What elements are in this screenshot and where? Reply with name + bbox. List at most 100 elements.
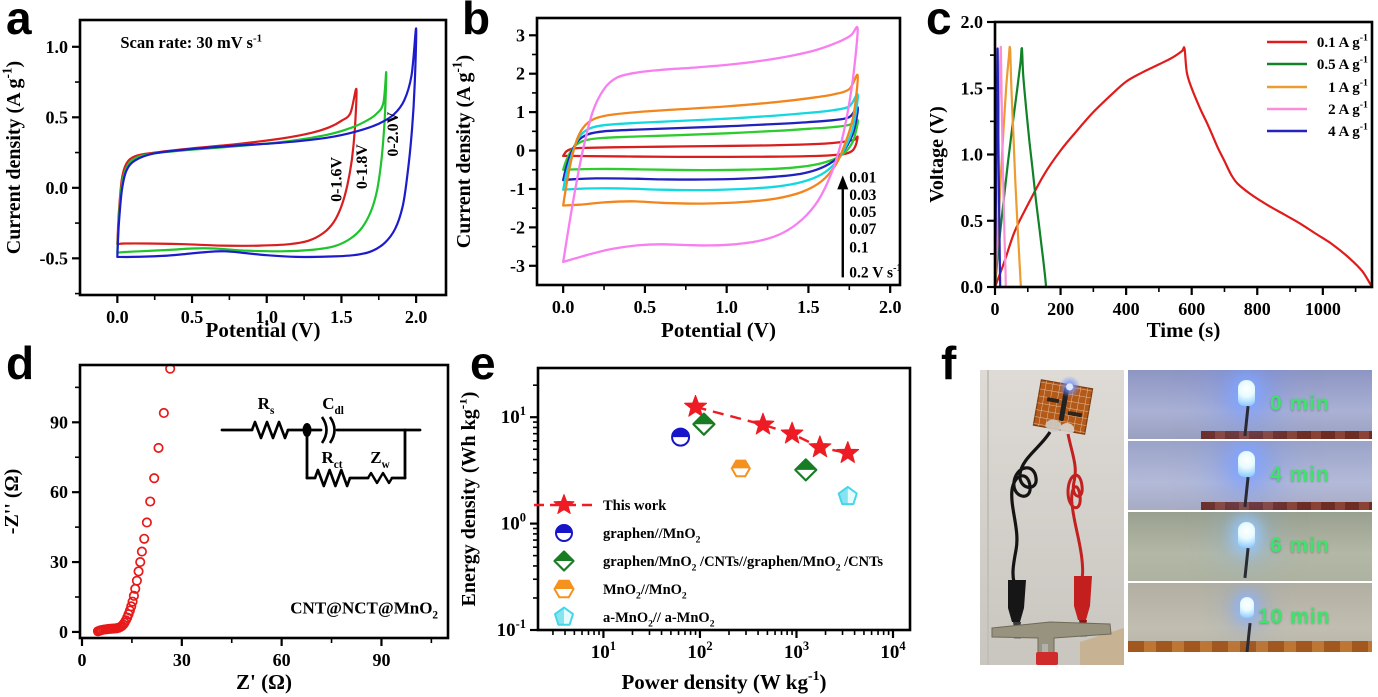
svg-text:0: 0 xyxy=(59,622,68,642)
panel-d-letter: d xyxy=(6,337,35,389)
svg-text:600: 600 xyxy=(1178,299,1205,319)
svg-text:Potential (V): Potential (V) xyxy=(206,318,321,342)
svg-text:0-2.0V: 0-2.0V xyxy=(385,111,402,156)
svg-text:0.07: 0.07 xyxy=(849,221,876,238)
cv-scan-rate-chart: 0.0 0.5 1.0 1.5 2.0 -3 -2 -1 0 1 2 3 Potential (V) Cu… xyxy=(450,0,930,350)
svg-text:0.0: 0.0 xyxy=(552,297,575,317)
svg-text:1.5: 1.5 xyxy=(961,78,984,98)
chart-d-svg: 0 30 60 90 0 30 60 90 Z' (Ω) -Z'' (Ω) CNT@NCT@MnO2… xyxy=(1,363,450,694)
panel-b-letter: b xyxy=(462,0,491,44)
led-photo-strip: 0 min 4 min 6 min 10 min xyxy=(1128,370,1372,654)
svg-text:0.5: 0.5 xyxy=(634,297,657,317)
svg-text:0.0: 0.0 xyxy=(961,277,984,297)
nyquist-chart: 0 30 60 90 0 30 60 90 Z' (Ω) -Z'' (Ω) CNT@NCT@MnO2… xyxy=(0,345,460,697)
pcb-board xyxy=(1032,375,1094,436)
panel-d: 0 30 60 90 0 30 60 90 Z' (Ω) -Z'' (Ω) CNT@NCT@MnO2… xyxy=(0,338,460,697)
svg-text:2.0: 2.0 xyxy=(879,297,902,317)
led-photo-frame: 6 min xyxy=(1128,512,1372,581)
svg-text:0: 0 xyxy=(991,299,1000,319)
svg-text:0: 0 xyxy=(77,650,86,670)
svg-text:0: 0 xyxy=(516,141,525,161)
svg-text:-1: -1 xyxy=(510,179,525,199)
device-photo-art xyxy=(980,370,1124,665)
panel-e-letter: e xyxy=(470,337,496,389)
svg-text:0.1 A g-1: 0.1 A g-1 xyxy=(1317,33,1368,51)
svg-text:200: 200 xyxy=(1047,299,1074,319)
svg-text:0.5: 0.5 xyxy=(961,211,984,231)
svg-text:graphen/MnO2 /CNTs//graphen/Mn: graphen/MnO2 /CNTs//graphen/MnO2 /CNTs xyxy=(603,554,883,573)
svg-text:1.0: 1.0 xyxy=(255,307,278,327)
svg-text:-Z'' (Ω): -Z'' (Ω) xyxy=(1,469,23,534)
svg-text:Power density (W kg-1): Power density (W kg-1) xyxy=(621,669,826,694)
row-top: 0.0 0.5 1.0 1.5 2.0 -0.5 0.0 0.5 1.0 Potential (V… xyxy=(0,0,1378,345)
svg-text:30: 30 xyxy=(50,552,68,572)
svg-text:60: 60 xyxy=(273,650,291,670)
svg-text:1.5: 1.5 xyxy=(330,307,353,327)
svg-text:1.5: 1.5 xyxy=(797,297,820,317)
svg-text:2 A g-1: 2 A g-1 xyxy=(1328,100,1368,118)
svg-text:MnO2//MnO2: MnO2//MnO2 xyxy=(603,582,687,601)
led-light xyxy=(1240,597,1254,618)
led-time-label: 0 min xyxy=(1270,392,1330,415)
led-photo-frame: 10 min xyxy=(1128,583,1372,652)
gcd-chart: 0 200 400 600 800 1000 0.0 0.5 1.0 1.5 2.0 Time (s)… xyxy=(926,0,1378,350)
svg-text:Current density (A g-1): Current density (A g-1) xyxy=(450,55,475,248)
svg-text:30: 30 xyxy=(173,650,191,670)
svg-text:Scan rate: 30 mV s-1: Scan rate: 30 mV s-1 xyxy=(120,32,262,52)
svg-text:90: 90 xyxy=(372,650,390,670)
ragone-chart: 101 102 103 104 10-1 100 101 Power density (W k… xyxy=(455,345,935,697)
svg-text:0.5: 0.5 xyxy=(181,307,204,327)
led-time-label: 4 min xyxy=(1270,463,1330,486)
svg-text:Voltage (V): Voltage (V) xyxy=(930,106,948,202)
svg-text:60: 60 xyxy=(50,482,68,502)
svg-text:Z' (Ω): Z' (Ω) xyxy=(236,670,292,694)
svg-text:-0.5: -0.5 xyxy=(40,248,69,268)
panel-c: 0 200 400 600 800 1000 0.0 0.5 1.0 1.5 2.0 Time (s)… xyxy=(926,0,1378,345)
svg-text:1 A g-1: 1 A g-1 xyxy=(1328,78,1368,96)
panel-f-letter: f xyxy=(941,337,957,389)
svg-text:0-1.8V: 0-1.8V xyxy=(354,144,371,189)
svg-text:Cdl: Cdl xyxy=(322,394,344,417)
black-clip xyxy=(1008,580,1026,622)
svg-text:101: 101 xyxy=(501,404,526,428)
svg-text:0.05: 0.05 xyxy=(849,204,876,221)
svg-text:-2: -2 xyxy=(510,217,525,237)
row-bottom: 0 30 60 90 0 30 60 90 Z' (Ω) -Z'' (Ω) CNT@NCT@MnO2… xyxy=(0,338,1378,697)
svg-text:0.1: 0.1 xyxy=(849,239,868,256)
black-wire xyxy=(1010,431,1052,583)
svg-text:0.2 V s-1: 0.2 V s-1 xyxy=(849,263,901,282)
svg-text:Time (s): Time (s) xyxy=(1147,318,1221,342)
svg-text:800: 800 xyxy=(1244,299,1271,319)
led-light xyxy=(1238,522,1255,548)
led-time-label: 6 min xyxy=(1270,534,1330,557)
svg-text:103: 103 xyxy=(784,639,809,663)
svg-text:Zw: Zw xyxy=(370,448,390,471)
svg-text:101: 101 xyxy=(591,639,616,663)
panel-f: f xyxy=(935,338,1378,697)
panel-a: 0.0 0.5 1.0 1.5 2.0 -0.5 0.0 0.5 1.0 Potential (V… xyxy=(0,0,450,345)
svg-text:Rct: Rct xyxy=(322,448,343,471)
svg-text:3: 3 xyxy=(516,25,525,45)
red-clip xyxy=(1074,576,1092,620)
svg-text:This work: This work xyxy=(603,498,667,514)
svg-text:1.0: 1.0 xyxy=(46,37,69,57)
led-photo-frame: 4 min xyxy=(1128,441,1372,510)
electrode-strip xyxy=(991,621,1112,655)
led-time-label: 10 min xyxy=(1258,605,1331,628)
svg-text:Energy density (Wh kg-1): Energy density (Wh kg-1) xyxy=(460,392,480,607)
svg-text:0-1.6V: 0-1.6V xyxy=(328,156,345,201)
led-light xyxy=(1238,451,1255,477)
svg-text:400: 400 xyxy=(1113,299,1140,319)
svg-text:graphen//MnO2: graphen//MnO2 xyxy=(603,526,701,545)
cv-potential-window-chart: 0.0 0.5 1.0 1.5 2.0 -0.5 0.0 0.5 1.0 Potential (V… xyxy=(0,0,450,350)
svg-text:90: 90 xyxy=(50,412,68,432)
svg-text:2.0: 2.0 xyxy=(961,12,984,32)
panel-e: 101 102 103 104 10-1 100 101 Power density (W k… xyxy=(455,338,935,697)
svg-text:1.0: 1.0 xyxy=(961,145,984,165)
svg-text:1.0: 1.0 xyxy=(715,297,738,317)
svg-text:102: 102 xyxy=(687,639,712,663)
svg-text:0.5: 0.5 xyxy=(46,107,69,127)
svg-text:0.0: 0.0 xyxy=(46,178,69,198)
led-photo-frame: 0 min xyxy=(1128,370,1372,439)
